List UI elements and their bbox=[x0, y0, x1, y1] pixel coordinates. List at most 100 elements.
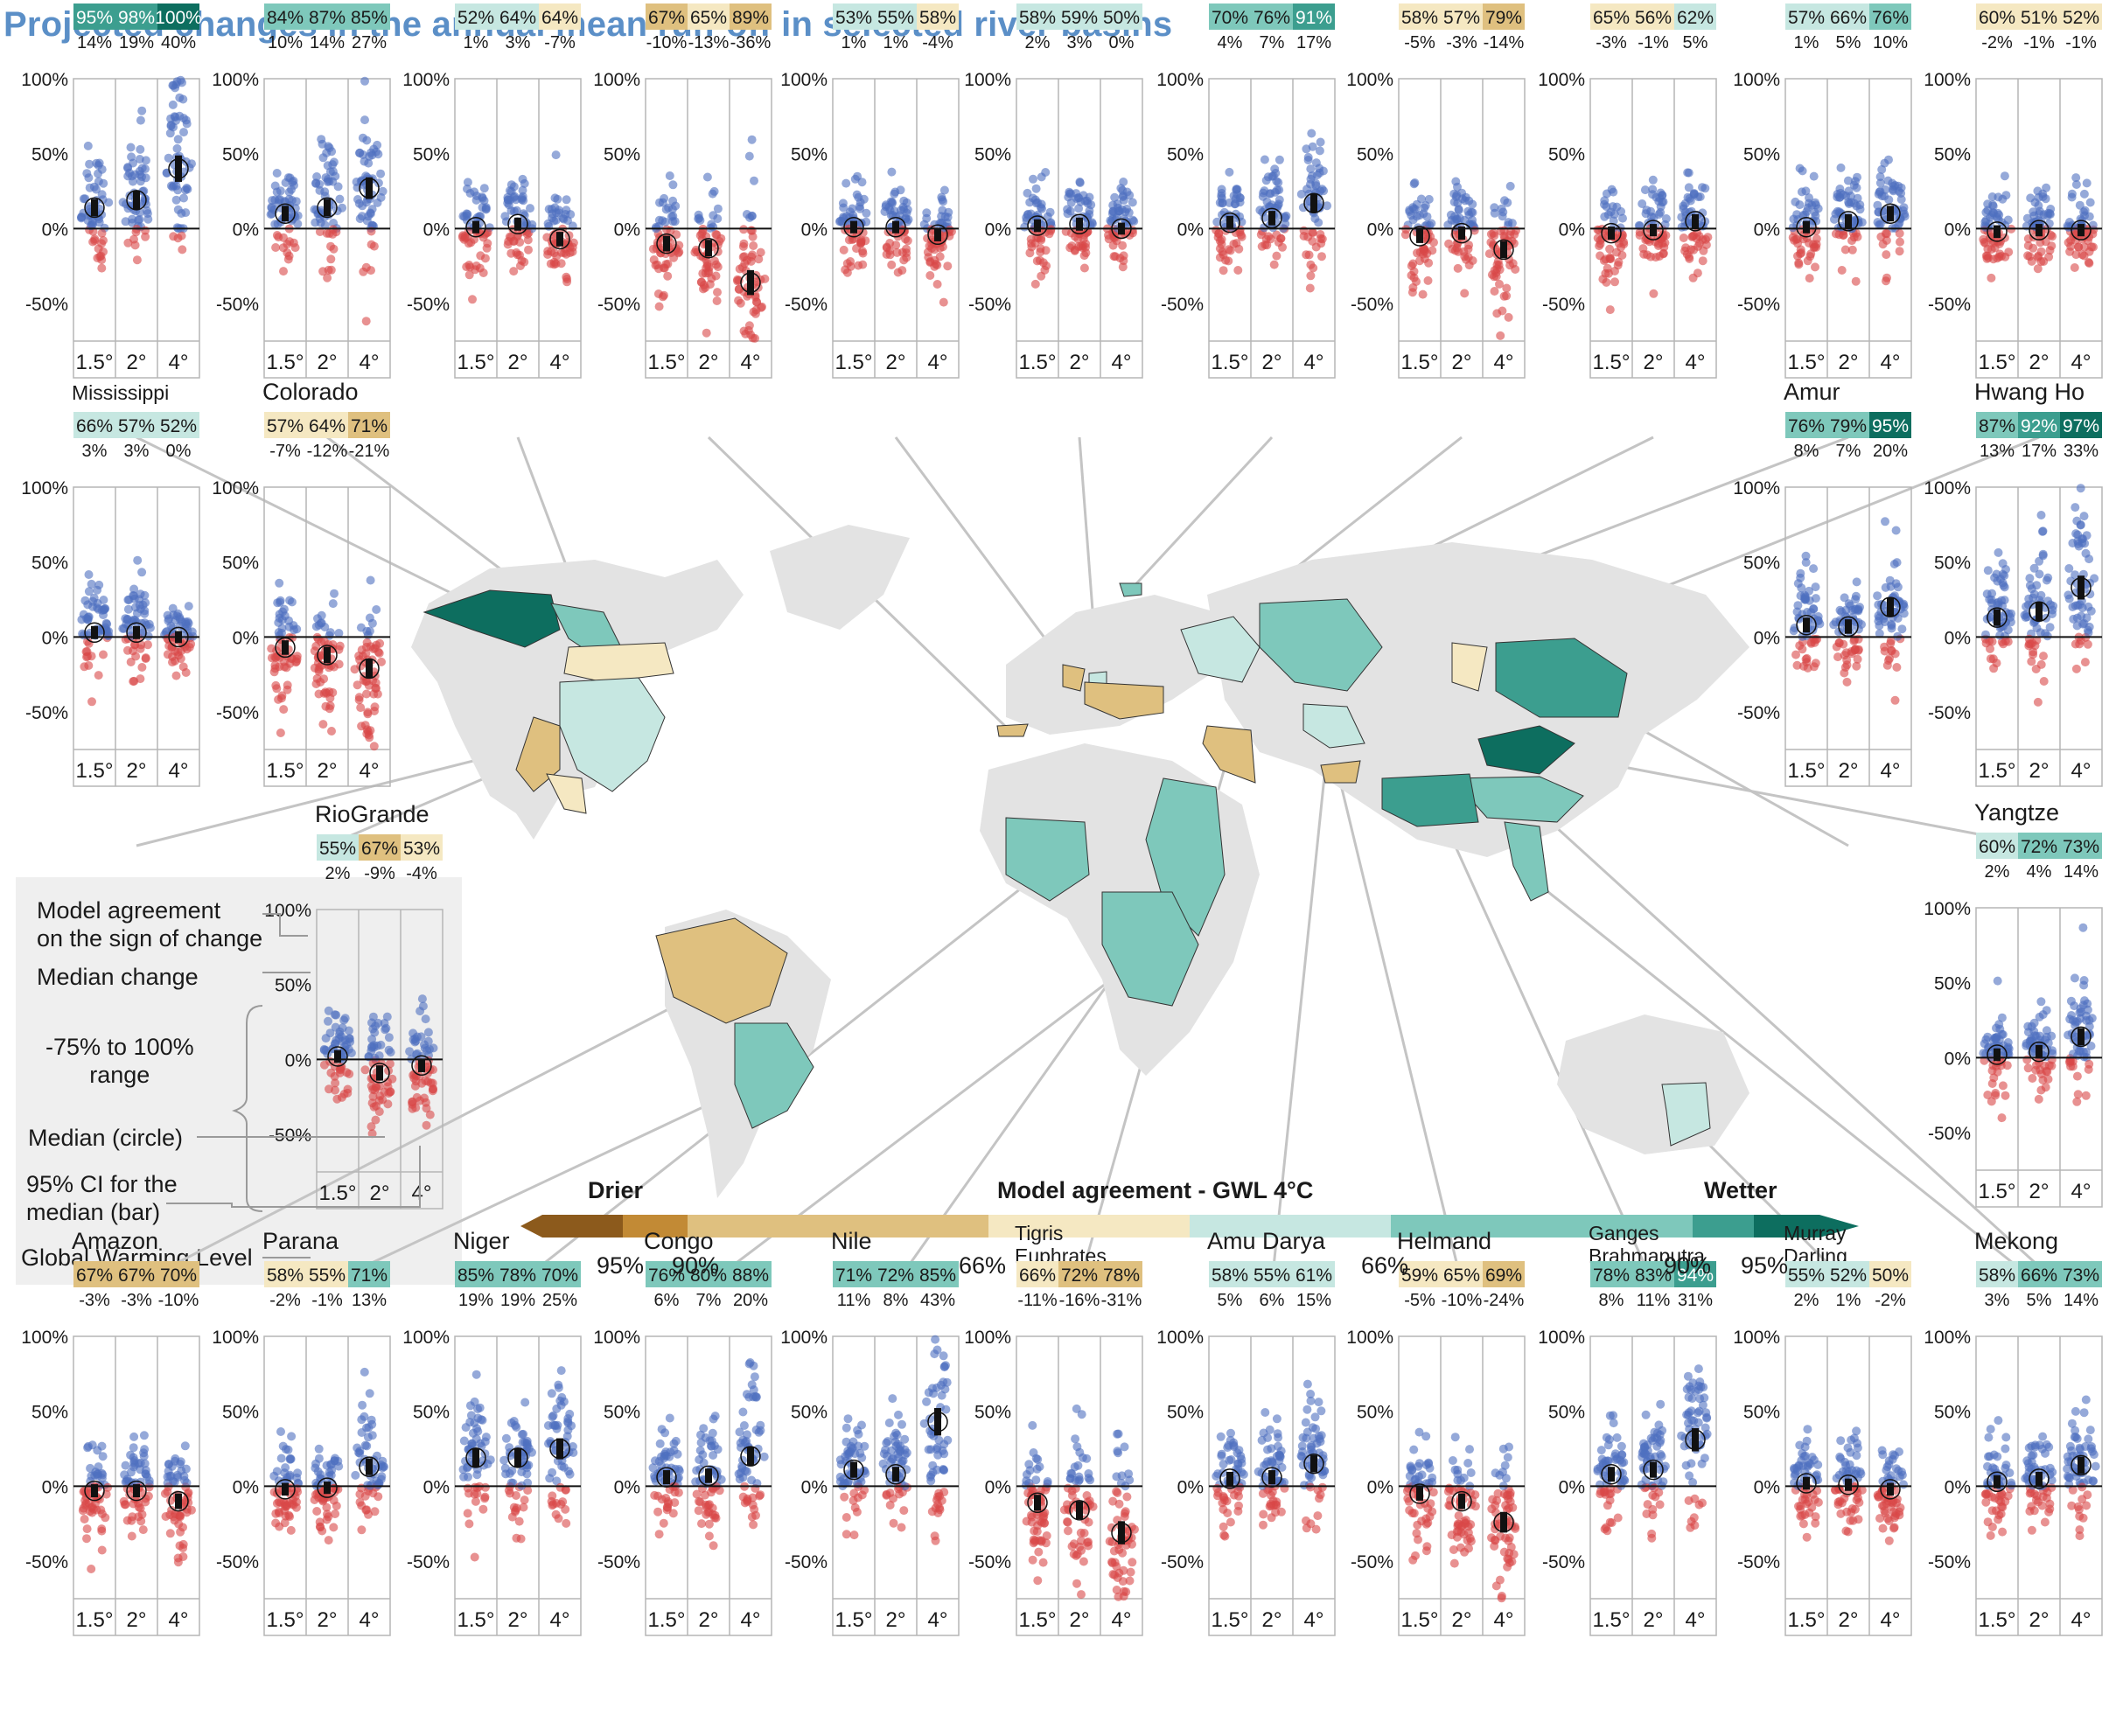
median-change-value: 3% bbox=[124, 442, 150, 461]
gwl-label: 2° bbox=[127, 351, 147, 374]
model-point bbox=[355, 214, 365, 223]
model-point bbox=[2036, 628, 2045, 638]
model-point bbox=[548, 1420, 558, 1430]
model-point bbox=[176, 1527, 185, 1537]
y-tick-label: 100% bbox=[1733, 70, 1780, 90]
model-point bbox=[1217, 1451, 1226, 1461]
model-point bbox=[1502, 283, 1512, 293]
model-point bbox=[1125, 1576, 1135, 1586]
model-point bbox=[470, 1397, 479, 1406]
model-point bbox=[543, 250, 553, 259]
model-point bbox=[1216, 1432, 1226, 1441]
median-ci-bar bbox=[850, 1461, 857, 1478]
model-point bbox=[1085, 210, 1094, 220]
model-point bbox=[1082, 1491, 1092, 1500]
model-point bbox=[137, 106, 147, 115]
model-point bbox=[365, 1389, 374, 1398]
basin-name: Amur bbox=[1784, 379, 1840, 405]
y-tick-label: 0% bbox=[985, 1477, 1011, 1497]
model-point bbox=[882, 249, 891, 259]
model-point bbox=[80, 1515, 89, 1523]
model-point bbox=[856, 237, 866, 246]
land-asia bbox=[1207, 542, 1749, 857]
model-point bbox=[1107, 1558, 1117, 1568]
model-point bbox=[503, 199, 513, 208]
model-point bbox=[2076, 520, 2085, 530]
model-point bbox=[329, 219, 339, 227]
model-point bbox=[749, 307, 758, 317]
median-change-value: 20% bbox=[733, 1291, 768, 1310]
model-point bbox=[1032, 1527, 1042, 1537]
model-point bbox=[87, 1440, 97, 1450]
model-point bbox=[1028, 1420, 1037, 1430]
model-point bbox=[2072, 613, 2082, 623]
model-point bbox=[899, 196, 909, 206]
model-point bbox=[1218, 248, 1227, 257]
model-point bbox=[325, 229, 334, 238]
model-point bbox=[270, 660, 280, 670]
basin-rhine bbox=[1062, 664, 1086, 692]
model-point bbox=[323, 161, 332, 171]
model-point bbox=[1890, 649, 1900, 659]
model-point bbox=[2041, 1083, 2050, 1092]
median-circle bbox=[275, 203, 296, 225]
model-point bbox=[1873, 591, 1882, 601]
median-change-value: 14% bbox=[77, 33, 112, 52]
model-point bbox=[1077, 1590, 1086, 1600]
y-tick-label: 0% bbox=[42, 1477, 68, 1497]
median-ci-bar bbox=[663, 1470, 670, 1485]
model-point bbox=[2001, 637, 2010, 646]
model-point bbox=[283, 1445, 293, 1454]
median-ci-bar bbox=[324, 1482, 331, 1495]
model-point bbox=[1296, 190, 1306, 199]
model-point bbox=[1610, 210, 1619, 220]
model-point bbox=[329, 1523, 339, 1532]
model-point bbox=[173, 205, 183, 214]
y-tick-label: 100% bbox=[402, 70, 450, 90]
model-point bbox=[1496, 331, 1505, 340]
median-ci-bar bbox=[1034, 1495, 1041, 1511]
model-point bbox=[361, 317, 371, 326]
model-point bbox=[277, 615, 287, 624]
model-point bbox=[272, 684, 282, 694]
agreement-value: 71% bbox=[351, 1265, 388, 1286]
median-change-value: 43% bbox=[920, 1291, 955, 1310]
model-point bbox=[136, 1465, 145, 1475]
model-point bbox=[272, 169, 282, 178]
model-point bbox=[1072, 1550, 1082, 1559]
median-ci-bar bbox=[1226, 215, 1233, 230]
agreement-value: 58% bbox=[1019, 8, 1056, 28]
model-point bbox=[1801, 558, 1811, 568]
model-point bbox=[854, 261, 863, 270]
model-point bbox=[922, 1397, 932, 1406]
model-point bbox=[371, 1082, 381, 1091]
model-point bbox=[290, 243, 300, 253]
median-ci-bar bbox=[1034, 219, 1041, 233]
model-point bbox=[1795, 641, 1805, 651]
model-point bbox=[318, 267, 328, 276]
legend-range-label: -75% to 100% range bbox=[45, 1034, 194, 1088]
model-point bbox=[1037, 271, 1046, 281]
median-change-value: -7% bbox=[544, 33, 576, 52]
model-point bbox=[143, 214, 153, 224]
model-point bbox=[315, 227, 325, 236]
model-point bbox=[1044, 229, 1054, 239]
model-point bbox=[336, 1065, 346, 1075]
model-point bbox=[1490, 287, 1499, 296]
median-change-value: 2% bbox=[1025, 33, 1051, 52]
median-ci-bar bbox=[1076, 217, 1083, 231]
gwl-label: 4° bbox=[550, 1608, 570, 1632]
model-point bbox=[367, 205, 377, 214]
model-point bbox=[2080, 658, 2090, 667]
model-point bbox=[927, 1507, 937, 1516]
model-point bbox=[1849, 637, 1859, 645]
median-ci-bar bbox=[1500, 241, 1507, 259]
model-point bbox=[328, 177, 338, 186]
model-point bbox=[850, 1502, 860, 1512]
model-point bbox=[1503, 198, 1512, 207]
model-point bbox=[692, 1489, 702, 1499]
model-point bbox=[670, 1498, 680, 1508]
model-point bbox=[468, 295, 477, 304]
model-point bbox=[187, 159, 196, 169]
model-point bbox=[1219, 266, 1228, 275]
